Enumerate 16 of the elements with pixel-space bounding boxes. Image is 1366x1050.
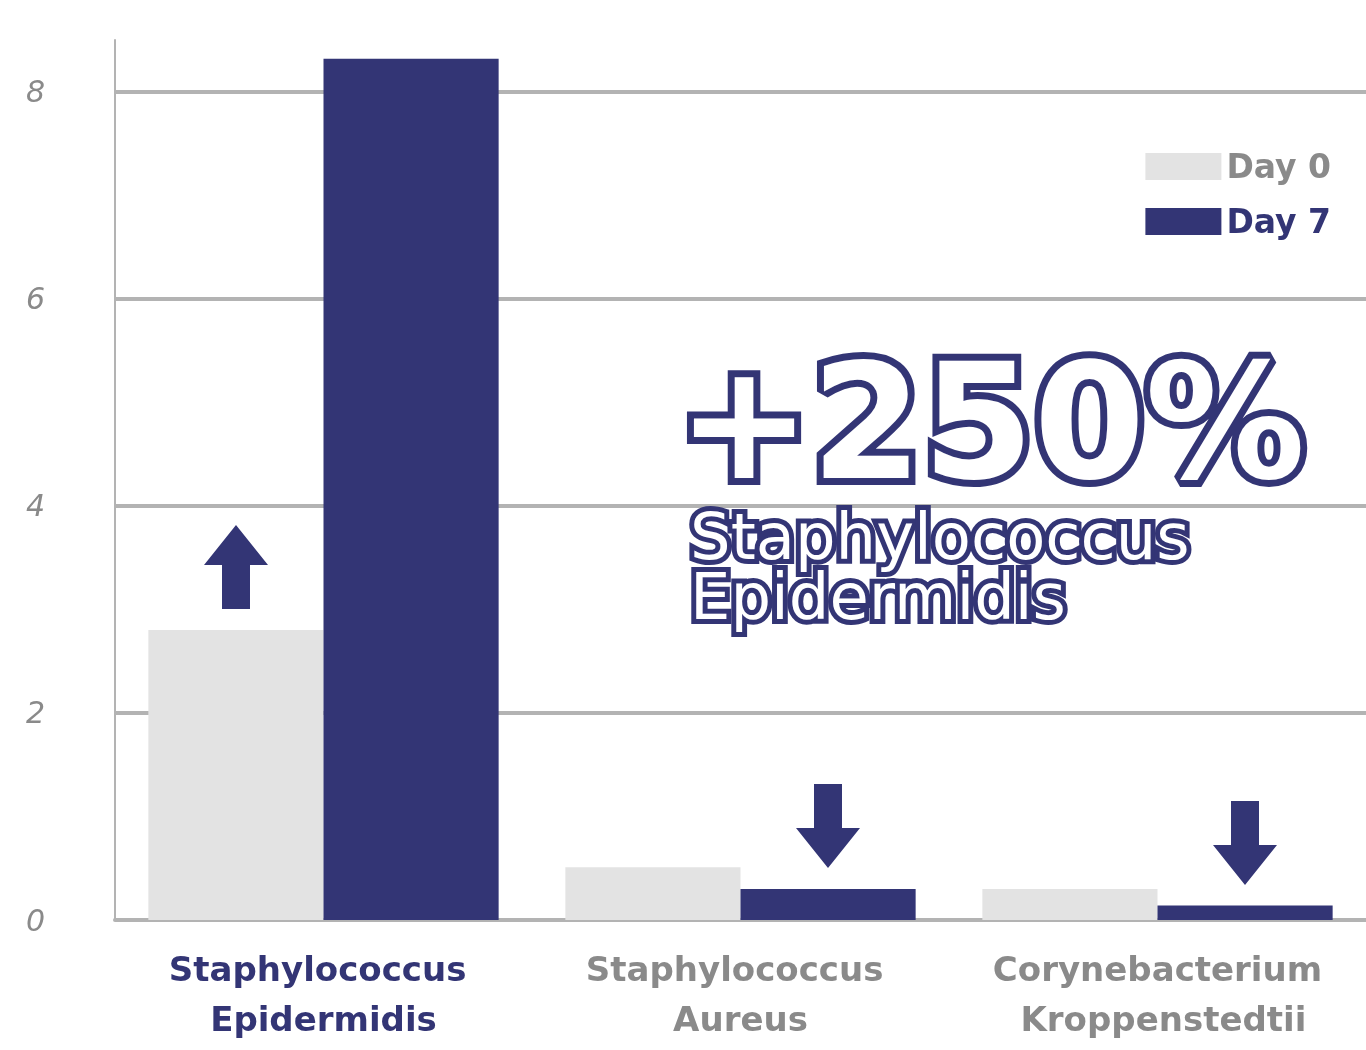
y-tick-label: 0 (25, 902, 45, 938)
x-tick-label: Staphylococcus Epidermidis (168, 949, 479, 1039)
bar (740, 888, 916, 920)
y-tick-label: 6 (25, 281, 45, 317)
y-tick-label: 2 (25, 695, 45, 731)
legend-label: Day 7 (1226, 202, 1331, 241)
bar (565, 867, 741, 920)
y-tick-label: 8 (25, 74, 45, 110)
bar (323, 58, 499, 920)
legend-label: Day 0 (1226, 147, 1331, 186)
y-tick-label: 4 (25, 488, 45, 524)
x-tick-label: Staphylococcus Aureus (585, 949, 896, 1039)
bar (148, 630, 324, 920)
bar (982, 888, 1158, 920)
x-tick-label: Corynebacterium Kroppenstedtii (992, 949, 1323, 1039)
bar (1157, 905, 1333, 920)
